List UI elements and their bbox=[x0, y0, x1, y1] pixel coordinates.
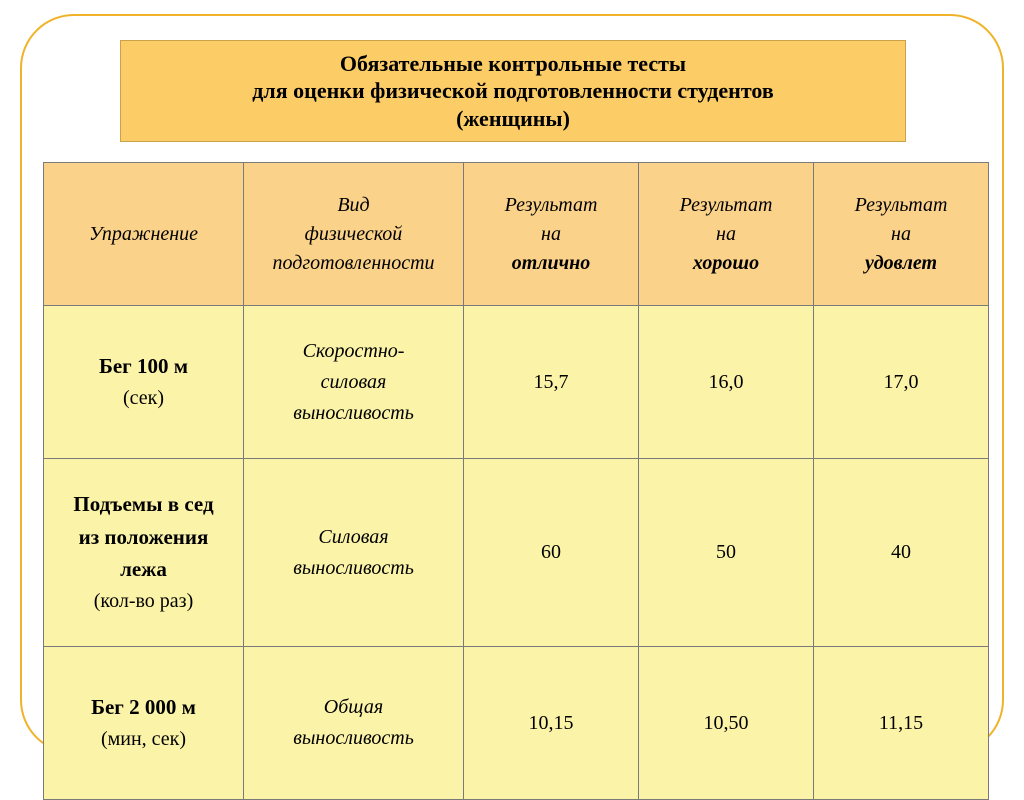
header-kind-l3: подготовленности bbox=[272, 252, 434, 274]
header-sat: Результат на удовлет bbox=[814, 163, 989, 306]
header-excellent-em: отлично bbox=[512, 252, 591, 274]
kind-l1: Общая bbox=[324, 696, 383, 718]
cell-excellent: 15,7 bbox=[464, 306, 639, 459]
header-good: Результат на хорошо bbox=[639, 163, 814, 306]
cell-kind: Общая выносливость bbox=[244, 647, 464, 800]
table-head: Упражнение Вид физической подготовленнос… bbox=[44, 163, 989, 306]
header-kind: Вид физической подготовленности bbox=[244, 163, 464, 306]
cell-good: 50 bbox=[639, 459, 814, 647]
header-sat-l1: Результат bbox=[855, 194, 948, 216]
cell-good: 16,0 bbox=[639, 306, 814, 459]
cell-kind: Силовая выносливость bbox=[244, 459, 464, 647]
exercise-bold: Бег 2 000 м bbox=[50, 691, 237, 724]
kind-l2: силовая bbox=[321, 371, 387, 393]
kind-l1: Скоростно- bbox=[303, 340, 405, 362]
cell-exercise: Бег 100 м (сек) bbox=[44, 306, 244, 459]
exercise-bold-l2: из положения bbox=[50, 521, 237, 554]
kind-l2: выносливость bbox=[293, 727, 414, 749]
cell-exercise: Бег 2 000 м (мин, сек) bbox=[44, 647, 244, 800]
title-box: Обязательные контрольные тесты для оценк… bbox=[120, 40, 906, 142]
fitness-table: Упражнение Вид физической подготовленнос… bbox=[43, 162, 989, 800]
exercise-sub: (мин, сек) bbox=[50, 724, 237, 755]
cell-excellent: 60 bbox=[464, 459, 639, 647]
header-row: Упражнение Вид физической подготовленнос… bbox=[44, 163, 989, 306]
header-exercise-text: Упражнение bbox=[89, 223, 198, 245]
table-row: Бег 100 м (сек) Скоростно- силовая вынос… bbox=[44, 306, 989, 459]
header-good-em: хорошо bbox=[693, 252, 759, 274]
slide-root: Обязательные контрольные тесты для оценк… bbox=[0, 0, 1024, 768]
table-wrap: Упражнение Вид физической подготовленнос… bbox=[43, 162, 984, 800]
cell-excellent: 10,15 bbox=[464, 647, 639, 800]
exercise-bold-l3: лежа bbox=[50, 553, 237, 586]
table-body: Бег 100 м (сек) Скоростно- силовая вынос… bbox=[44, 306, 989, 800]
exercise-bold: Бег 100 м bbox=[50, 350, 237, 383]
exercise-bold-l1: Подъемы в сед bbox=[50, 488, 237, 521]
kind-l1: Силовая bbox=[318, 526, 388, 548]
cell-kind: Скоростно- силовая выносливость bbox=[244, 306, 464, 459]
title-line-3: (женщины) bbox=[456, 105, 570, 133]
header-good-l1: Результат bbox=[680, 194, 773, 216]
title-line-2: для оценки физической подготовленности с… bbox=[252, 77, 773, 105]
cell-sat: 17,0 bbox=[814, 306, 989, 459]
exercise-sub: (кол-во раз) bbox=[50, 586, 237, 617]
cell-sat: 40 bbox=[814, 459, 989, 647]
cell-exercise: Подъемы в сед из положения лежа (кол-во … bbox=[44, 459, 244, 647]
kind-l3: выносливость bbox=[293, 402, 414, 424]
header-good-l2: на bbox=[716, 223, 736, 245]
header-excellent-l2: на bbox=[541, 223, 561, 245]
header-sat-l2: на bbox=[891, 223, 911, 245]
cell-sat: 11,15 bbox=[814, 647, 989, 800]
header-exercise: Упражнение bbox=[44, 163, 244, 306]
header-sat-em: удовлет bbox=[865, 252, 937, 274]
table-row: Бег 2 000 м (мин, сек) Общая выносливост… bbox=[44, 647, 989, 800]
table-row: Подъемы в сед из положения лежа (кол-во … bbox=[44, 459, 989, 647]
title-line-1: Обязательные контрольные тесты bbox=[340, 50, 686, 78]
header-kind-l2: физической bbox=[305, 223, 403, 245]
header-kind-l1: Вид bbox=[337, 194, 369, 216]
header-excellent: Результат на отлично bbox=[464, 163, 639, 306]
cell-good: 10,50 bbox=[639, 647, 814, 800]
header-excellent-l1: Результат bbox=[505, 194, 598, 216]
exercise-sub: (сек) bbox=[50, 383, 237, 414]
kind-l2: выносливость bbox=[293, 557, 414, 579]
